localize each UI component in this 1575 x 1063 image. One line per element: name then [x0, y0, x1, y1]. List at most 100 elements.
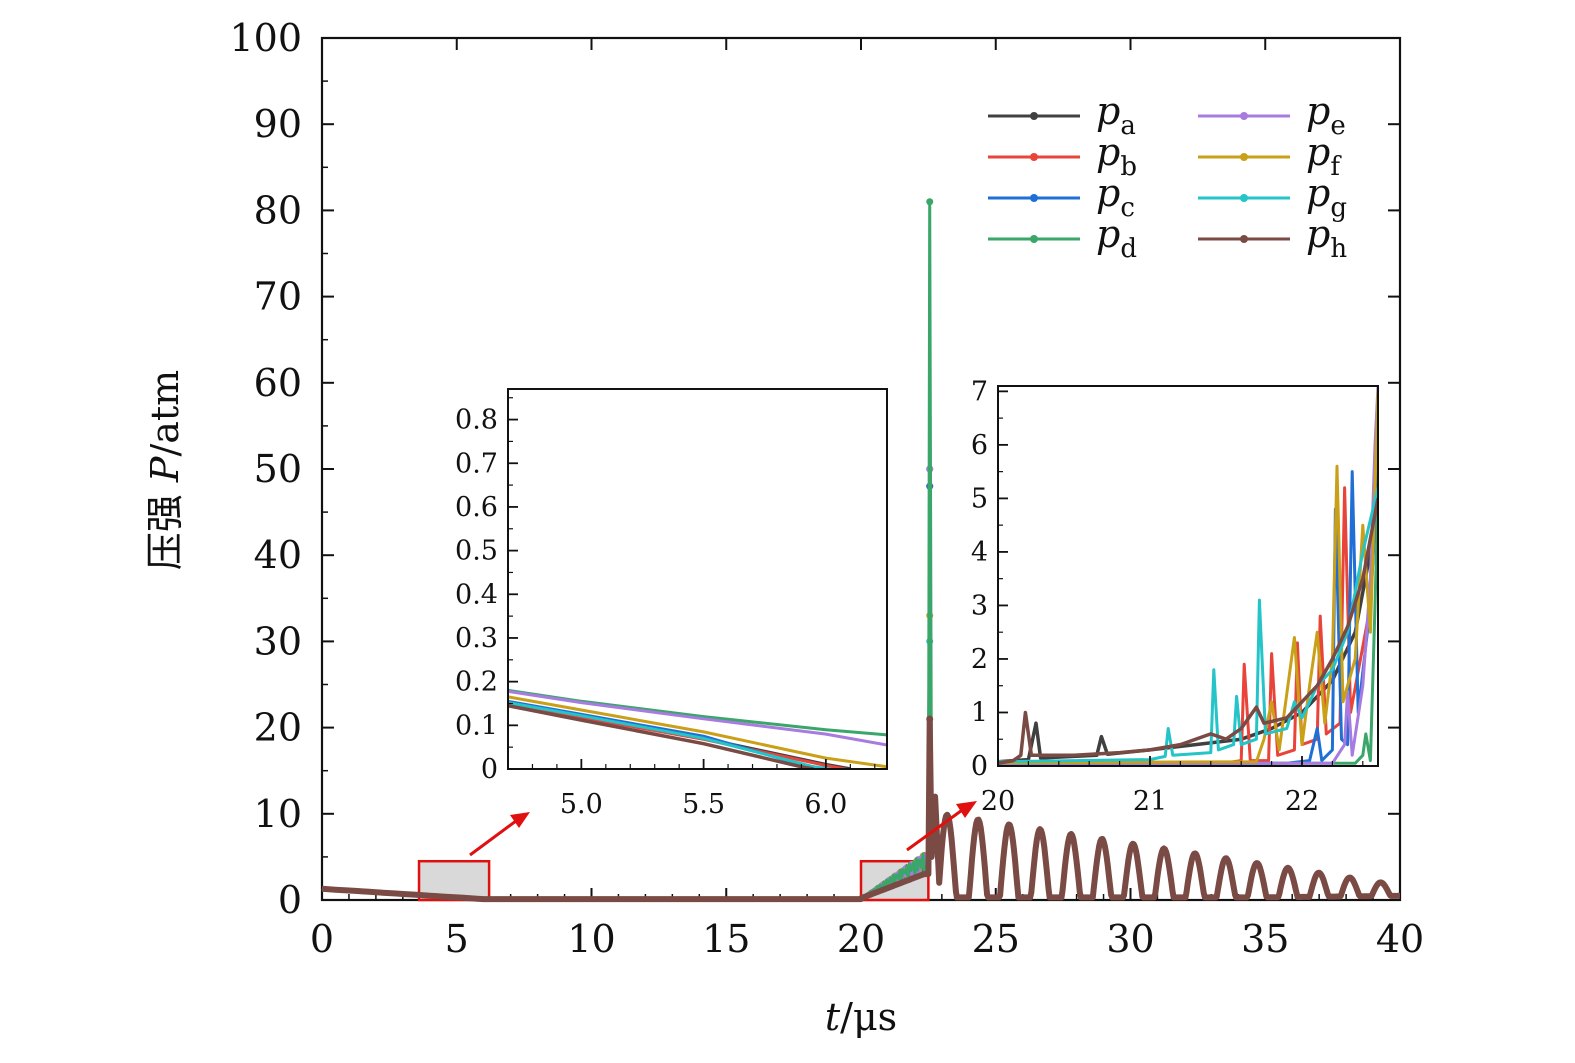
inset1-background [508, 389, 887, 769]
y-axis-title: 压强 P/atm [143, 370, 187, 570]
inset1-axis-ticks: 5.0 5.5 6.0 0 0.1 0.2 0.3 0.4 0.5 0.6 0.7 0.8 [455, 397, 876, 820]
inset1-series-h [508, 703, 814, 769]
y-axis-cn: 压强 [143, 494, 187, 570]
legend-label-var: p [1096, 130, 1120, 174]
highlight-regions [417, 859, 930, 902]
x-axis-var: t [825, 995, 841, 1039]
x-tick-label: 5 [445, 917, 469, 961]
legend-marker-g [1240, 194, 1248, 202]
legend-label-sub: f [1330, 152, 1342, 182]
y-tick-label: 50 [254, 447, 302, 491]
inset1-y-tick-label: 0.8 [455, 405, 498, 436]
inset1-series-clip [508, 688, 887, 769]
legend-label-var: p [1306, 89, 1330, 133]
x-axis-unit: /μs [840, 995, 897, 1039]
inset2-y-tick-label: 4 [971, 537, 988, 568]
x-tick-label: 0 [310, 917, 334, 961]
y-axis-space [143, 482, 187, 494]
legend-label-sub: a [1120, 111, 1136, 141]
inset1-y-tick-label: 0.6 [455, 492, 498, 523]
legend-label-sub: g [1330, 193, 1347, 223]
inset1-y-tick-label: 0.4 [455, 579, 498, 610]
legend-label-var: p [1306, 212, 1330, 256]
x-tick-label: 25 [972, 917, 1020, 961]
inset1-series-e [508, 689, 887, 747]
zoom-arrow-left-head [510, 812, 530, 828]
legend-label-sub: d [1120, 234, 1137, 264]
x-tick-label: 35 [1241, 917, 1289, 961]
legend-marker-h [1240, 235, 1248, 243]
inset1-y-tick-label: 0.7 [455, 448, 498, 479]
series-peak-point-d [926, 198, 934, 206]
legend-label-d: pd [1096, 212, 1137, 264]
inset1-frame [507, 388, 888, 770]
legend-label-var: p [1096, 89, 1120, 133]
legend-label-sub: e [1330, 111, 1345, 141]
legend-label-var: p [1306, 130, 1330, 174]
inset2-background [998, 386, 1378, 766]
y-tick-label: 0 [278, 878, 302, 922]
legend-marker-d [1030, 235, 1038, 243]
zoom-arrows [469, 801, 977, 857]
inset2-x-tick-label: 22 [1285, 786, 1319, 817]
inset1-x-tick-label: 5.0 [560, 789, 603, 820]
legend-marker-f [1240, 153, 1248, 161]
zoom-arrow-left [469, 816, 521, 857]
series-line-h [321, 716, 1402, 903]
zoom-arrow-right [906, 806, 966, 852]
x-axis-title: t/μs [825, 995, 897, 1039]
inset2-series-clip [998, 386, 1378, 766]
zoom-arrow-right-head [956, 801, 977, 818]
inset1-series-g [508, 701, 831, 769]
inset1-y-tick-label: 0.5 [455, 536, 498, 567]
y-tick-label: 20 [254, 706, 302, 750]
main-series-group [321, 198, 1402, 903]
inset1-y-tick-label: 0.2 [455, 667, 498, 698]
x-tick-label: 30 [1106, 917, 1154, 961]
legend-label-h: ph [1306, 212, 1347, 264]
legend-marker-c [1030, 194, 1038, 202]
legend-marker-e [1240, 112, 1248, 120]
legend-label-var: p [1306, 171, 1330, 215]
inset2-y-tick-label: 2 [971, 644, 988, 675]
inset2-series-f [998, 391, 1378, 765]
legend-label-sub: c [1120, 193, 1135, 223]
inset2-y-tick-label: 0 [971, 751, 988, 782]
y-axis-var: P [143, 455, 187, 483]
y-tick-label: 70 [254, 275, 302, 319]
inset2-series-b [998, 418, 1378, 765]
inset2-x-tick-label: 20 [981, 786, 1015, 817]
inset2-y-tick-label: 5 [971, 483, 988, 514]
y-tick-label: 100 [229, 16, 302, 60]
inset2-y-tick-label: 1 [971, 697, 988, 728]
y-tick-label: 90 [254, 102, 302, 146]
inset1-series-group [508, 688, 887, 769]
legend-marker-b [1030, 153, 1038, 161]
inset2-series-g [998, 487, 1378, 764]
inset2-frame [997, 385, 1379, 767]
series-peak-point-h [926, 715, 934, 723]
inset2-series-h [998, 498, 1378, 766]
legend-label-b: pb [1096, 130, 1137, 182]
y-tick-label: 30 [254, 619, 302, 663]
legend-marker-a [1030, 112, 1038, 120]
y-tick-label: 40 [254, 533, 302, 577]
inset2-y-tick-label: 6 [971, 430, 988, 461]
legend-label-a: pa [1096, 89, 1136, 141]
x-tick-label: 20 [837, 917, 885, 961]
inset1-y-tick-label: 0 [481, 754, 498, 785]
x-tick-label: 10 [567, 917, 615, 961]
inset2-series-group [998, 386, 1378, 766]
x-tick-label: 40 [1376, 917, 1424, 961]
inset1-x-tick-label: 5.5 [682, 789, 725, 820]
inset2-series-d [998, 498, 1378, 765]
legend-label-e: pe [1306, 89, 1346, 141]
legend-label-g: pg [1306, 171, 1347, 223]
inset2-axis-ticks: 20 21 22 0 1 2 3 4 5 6 7 [971, 376, 1364, 817]
y-axis-unit: /atm [143, 370, 187, 457]
y-tick-label: 80 [254, 188, 302, 232]
inset1-series-f [508, 695, 887, 769]
